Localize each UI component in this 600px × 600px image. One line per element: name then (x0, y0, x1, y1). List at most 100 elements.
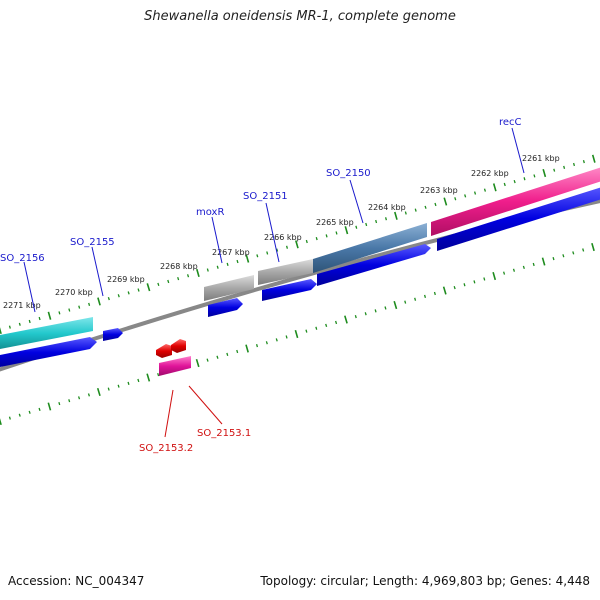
gene-arrow-recc[interactable] (437, 186, 600, 251)
gene-label-so-2153-2[interactable]: SO_2153.2 (139, 443, 193, 454)
tick-mark (58, 402, 61, 406)
leader-line (511, 127, 525, 174)
tick-mark (384, 306, 387, 310)
gene-arrow-so-2156[interactable] (0, 337, 97, 368)
tick-mark (532, 262, 535, 267)
feature-cyan-so-2156[interactable] (0, 317, 93, 350)
feature-gray-so-2151[interactable] (258, 259, 313, 285)
tick-mark (177, 277, 180, 281)
tick-mark (523, 177, 526, 181)
ruler-label: 2270 kbp (55, 288, 93, 297)
tick-mark (0, 327, 2, 335)
tick-mark (195, 358, 200, 368)
gene-label-so-2155[interactable]: SO_2155 (70, 237, 115, 248)
tick-mark (38, 407, 41, 411)
leader-line (23, 261, 36, 313)
tick-mark (434, 202, 437, 207)
map-title: Shewanella oneidensis MR-1, complete gen… (144, 9, 456, 24)
tick-mark (423, 294, 427, 298)
gene-label-so-2151[interactable]: SO_2151 (243, 191, 288, 202)
tick-mark (572, 251, 575, 255)
tick-mark (492, 183, 497, 192)
tick-mark (473, 280, 476, 284)
tick-mark (127, 381, 130, 385)
tick-mark (354, 315, 357, 319)
ruler-label: 2268 kbp (160, 262, 198, 271)
gene-label-so-2150[interactable]: SO_2150 (326, 168, 371, 179)
tick-mark (107, 297, 110, 301)
tick-mark (384, 217, 388, 221)
tick-mark (265, 341, 268, 345)
tick-mark (503, 182, 506, 187)
tick-mark (38, 316, 41, 321)
tick-mark (355, 225, 358, 229)
gene-arrow-so-2153-1-b[interactable] (171, 339, 186, 353)
ruler-label: 2262 kbp (471, 169, 509, 178)
tick-mark (97, 297, 101, 306)
tick-mark (58, 311, 61, 315)
tick-mark (245, 344, 249, 353)
gene-arrow-so-2151[interactable] (262, 279, 317, 301)
tick-mark (18, 413, 21, 417)
tick-mark (8, 416, 11, 420)
gene-label-moxr[interactable]: moxR (196, 207, 224, 218)
gene-arrow-moxr[interactable] (208, 298, 243, 317)
tick-mark (146, 283, 151, 292)
tick-mark (344, 226, 349, 235)
gene-label-so-2156[interactable]: SO_2156 (0, 253, 45, 264)
feature-steel-so-2150[interactable] (313, 223, 427, 273)
tick-mark (315, 237, 318, 241)
tick-mark (236, 349, 239, 354)
gene-labels: SO_2156 SO_2155 moxR SO_2151 SO_2150 rec… (0, 117, 522, 454)
tick-mark (591, 242, 595, 252)
tick-mark (454, 197, 457, 201)
tick-mark (47, 311, 52, 320)
leader-line (91, 246, 104, 297)
genome-summary-text: Topology: circular; Length: 4,969,803 bp… (260, 574, 590, 588)
tick-mark (18, 322, 21, 326)
feature-pink-recc[interactable] (431, 166, 600, 236)
tick-mark (394, 211, 398, 220)
tick-mark (226, 352, 229, 356)
tick-mark (146, 373, 151, 382)
tick-mark (305, 239, 308, 244)
gene-label-so-2153-1[interactable]: SO_2153.1 (197, 428, 251, 439)
tick-mark (473, 191, 477, 195)
feature-magenta-so-2153-2[interactable] (159, 356, 191, 376)
tick-mark (404, 300, 407, 304)
tick-mark (442, 286, 447, 295)
gene-arrow-so-2155[interactable] (103, 328, 123, 341)
tick-mark (77, 396, 81, 400)
tick-mark (47, 402, 52, 411)
tick-mark (562, 254, 565, 258)
tick-mark (404, 211, 407, 215)
inner-tick-ring (0, 242, 595, 426)
tick-mark (137, 378, 140, 383)
tick-mark (285, 335, 288, 339)
leader-line (211, 216, 223, 264)
feature-track (0, 166, 600, 350)
tick-mark (541, 257, 546, 266)
tick-mark (117, 384, 120, 388)
tick-mark (325, 323, 328, 327)
tick-mark (552, 257, 555, 261)
tick-mark (236, 259, 239, 264)
tick-mark (196, 268, 200, 278)
tick-mark (553, 168, 556, 172)
tick-mark (216, 355, 219, 359)
tick-mark (266, 251, 269, 255)
tick-mark (464, 194, 467, 198)
ruler-label: 2267 kbp (212, 248, 250, 257)
feature-gray-moxr[interactable] (204, 275, 254, 301)
reverse-gene-track (156, 339, 191, 376)
tick-mark (582, 160, 585, 164)
tick-mark (512, 268, 516, 272)
gene-arrow-so-2150[interactable] (317, 244, 431, 286)
tick-mark (334, 320, 338, 325)
tick-mark (364, 312, 367, 316)
tick-mark (216, 265, 219, 269)
gene-arrow-so-2153-1-a[interactable] (156, 344, 172, 358)
leader-line (164, 389, 174, 438)
gene-label-recc[interactable]: recC (499, 117, 522, 128)
